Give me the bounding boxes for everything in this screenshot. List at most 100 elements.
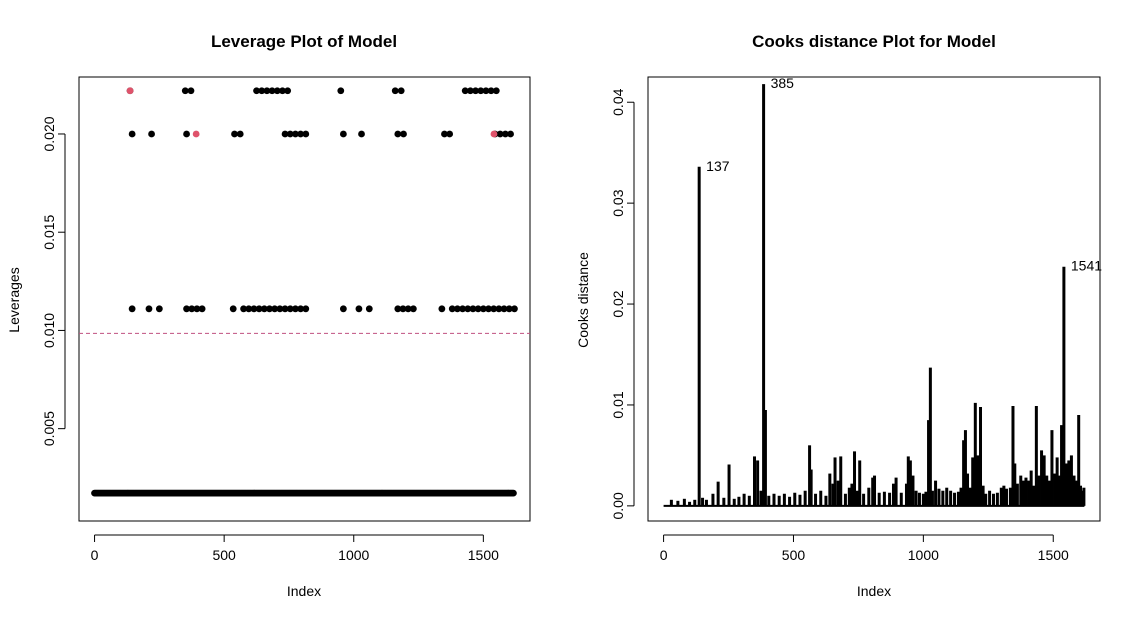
cooks-plot-ylabel: Cooks distance	[575, 252, 591, 348]
leverage-point	[188, 305, 196, 313]
leverage-point	[404, 305, 412, 313]
leverage-point	[490, 305, 498, 313]
leverage-point	[358, 130, 365, 138]
cooks-plot-frame	[647, 76, 1101, 522]
leverage-point	[438, 305, 446, 313]
leverage-point	[355, 305, 363, 313]
leverage-point	[469, 305, 477, 313]
cooks-x-tick-label: 0	[660, 547, 668, 563]
leverage-point	[255, 305, 263, 313]
leverage-point	[231, 130, 238, 138]
leverage-point	[477, 87, 485, 95]
leverage-point	[511, 305, 518, 313]
leverage-point	[297, 130, 305, 138]
leverage-y-tick-label: 0.015	[41, 214, 57, 249]
leverage-y-tick-label: 0.020	[41, 116, 57, 151]
leverage-point	[279, 87, 286, 95]
leverage-point	[286, 130, 294, 138]
leverage-point	[302, 130, 310, 138]
leverage-plot-frame	[78, 76, 531, 522]
leverage-point	[187, 87, 195, 95]
leverage-point	[245, 305, 253, 313]
leverage-point	[365, 305, 373, 313]
cooks-x-tick-label: 500	[782, 547, 806, 563]
cooks-y-tick-label: 0.01	[610, 391, 626, 418]
leverage-point	[128, 130, 136, 138]
leverage-point	[339, 130, 347, 138]
leverage-point	[284, 87, 292, 95]
leverage-point	[236, 130, 244, 138]
leverage-point	[461, 87, 469, 95]
leverage-point	[258, 87, 266, 95]
leverage-point	[286, 305, 294, 313]
leverage-point	[485, 305, 492, 313]
leverage-point	[128, 305, 136, 313]
leverage-point	[148, 130, 155, 138]
leverage-point	[292, 305, 299, 313]
leverage-y-tick-label: 0.005	[41, 411, 57, 446]
leverage-point	[394, 130, 402, 138]
leverage-point	[281, 305, 289, 313]
leverage-point	[399, 305, 407, 313]
cooks-y-tick-label: 0.03	[610, 189, 626, 216]
leverage-point	[446, 130, 454, 138]
leverage-point	[505, 305, 513, 313]
leverage-point	[448, 305, 456, 313]
leverage-point	[281, 130, 289, 138]
leverage-point-highlighted	[126, 87, 134, 95]
leverage-point	[273, 87, 281, 95]
leverage-y-tick-label: 0.010	[41, 313, 57, 348]
leverage-point	[271, 305, 279, 313]
leverage-point	[181, 87, 189, 95]
leverage-point	[260, 305, 268, 313]
leverage-point	[198, 305, 206, 313]
leverage-point	[464, 305, 472, 313]
leverage-point	[507, 130, 514, 138]
leverage-point	[441, 130, 448, 138]
cooks-outlier-label: 385	[771, 75, 795, 91]
leverage-point	[229, 305, 237, 313]
leverage-point	[297, 305, 305, 313]
leverage-point	[397, 87, 405, 95]
leverage-point	[496, 130, 504, 138]
leverage-point	[250, 305, 258, 313]
leverage-point	[474, 305, 482, 313]
cooks-plot-xlabel: Index	[857, 583, 891, 599]
leverage-point	[454, 305, 461, 313]
leverage-x-tick-label: 1000	[338, 547, 369, 563]
leverage-point	[487, 87, 495, 95]
leverage-point	[472, 87, 479, 95]
leverage-plot-marks: 0 500 1000 1500 0.005 0.010 0.015 0.020	[41, 76, 531, 563]
leverage-plot-ylabel: Leverages	[6, 267, 22, 332]
leverage-point	[339, 305, 347, 313]
leverage-point	[409, 305, 417, 313]
leverage-point	[183, 130, 190, 138]
cooks-plot-title: Cooks distance Plot for Model	[752, 32, 996, 51]
leverage-point-highlighted	[192, 130, 200, 138]
leverage-point	[482, 87, 490, 95]
leverage-point	[263, 87, 271, 95]
cooks-y-tick-label: 0.00	[610, 492, 626, 519]
leverage-point	[394, 305, 402, 313]
leverage-x-tick-label: 500	[212, 547, 236, 563]
leverage-point	[510, 489, 517, 497]
leverage-plot-xlabel: Index	[287, 583, 321, 599]
leverage-point	[459, 305, 467, 313]
leverage-point	[276, 305, 284, 313]
leverage-point	[495, 305, 503, 313]
leverage-x-tick-label: 1500	[468, 547, 499, 563]
leverage-point	[253, 87, 260, 95]
leverage-point	[193, 305, 201, 313]
cooks-outlier-label: 1541	[1071, 258, 1102, 274]
cooks-x-tick-label: 1000	[908, 547, 939, 563]
leverage-point	[240, 305, 247, 313]
cooks-x-tick-label: 1500	[1038, 547, 1069, 563]
leverage-point	[155, 305, 163, 313]
leverage-point	[302, 305, 310, 313]
leverage-point	[337, 87, 345, 95]
leverage-plot-panel: Leverage Plot of Model Index Leverages 0…	[6, 32, 531, 599]
leverage-plot-title: Leverage Plot of Model	[211, 32, 397, 51]
leverage-point	[266, 305, 273, 313]
